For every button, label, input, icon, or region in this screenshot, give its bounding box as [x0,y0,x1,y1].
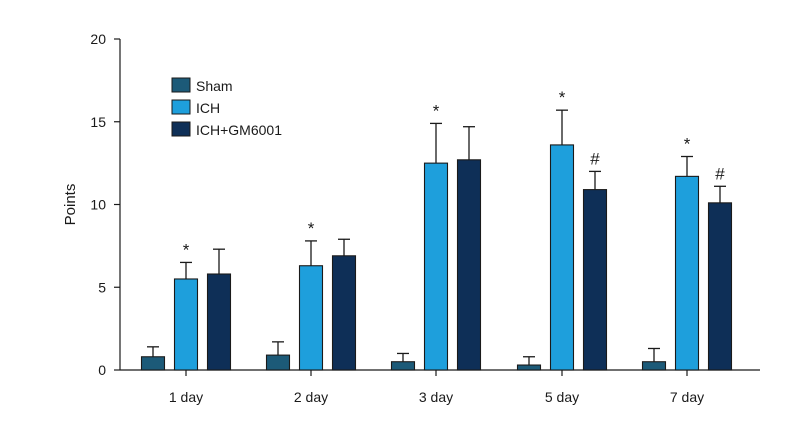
bar-ich [549,144,575,371]
significance-mark: # [590,149,600,168]
x-tick-label: 3 day [419,389,453,405]
x-tick-label: 7 day [670,389,704,405]
y-ticks: 0 5 10 15 20 [90,31,120,378]
x-tick-label: 2 day [294,389,328,405]
bar-ich-gm6001 [707,202,733,371]
legend-swatch [171,77,191,93]
significance-mark: * [183,240,190,259]
bar-ich-gm6001 [582,189,608,371]
x-tick-label: 1 day [169,389,203,405]
legend-swatch [171,121,191,137]
legend-label: ICH [196,100,220,116]
bar-sham [140,356,166,371]
bar-sham [390,361,416,371]
bar-sham [516,364,542,371]
legend-swatch [171,99,191,115]
x-tick-label: 5 day [545,389,579,405]
significance-mark: * [308,219,315,238]
significance-mark: * [433,101,440,120]
bar-ich-gm6001 [206,273,232,371]
bar-ich [674,175,700,371]
y-axis-label: Points [62,184,79,226]
bar-sham [265,354,291,371]
bar-ich-gm6001 [331,255,357,371]
legend-label: Sham [196,78,233,94]
legend: Sham ICH ICH+GM6001 [171,77,282,138]
bar-ich-gm6001 [456,159,482,371]
y-tick-label: 0 [98,362,106,378]
y-tick-label: 15 [90,114,106,130]
y-tick-label: 5 [98,279,106,295]
significance-mark: * [684,135,691,154]
significance-mark: # [715,164,725,183]
significance-mark: * [559,88,566,107]
y-tick-label: 20 [90,31,106,47]
legend-label: ICH+GM6001 [196,122,282,138]
bar-ich [173,278,199,371]
x-ticks: 1 day 2 day 3 day 5 day 7 day [169,370,704,405]
y-tick-label: 10 [90,197,106,213]
bar-ich [423,162,449,371]
bars: * * * * * # # [140,88,733,371]
bar-ich [298,265,324,371]
bar-sham [641,361,667,371]
